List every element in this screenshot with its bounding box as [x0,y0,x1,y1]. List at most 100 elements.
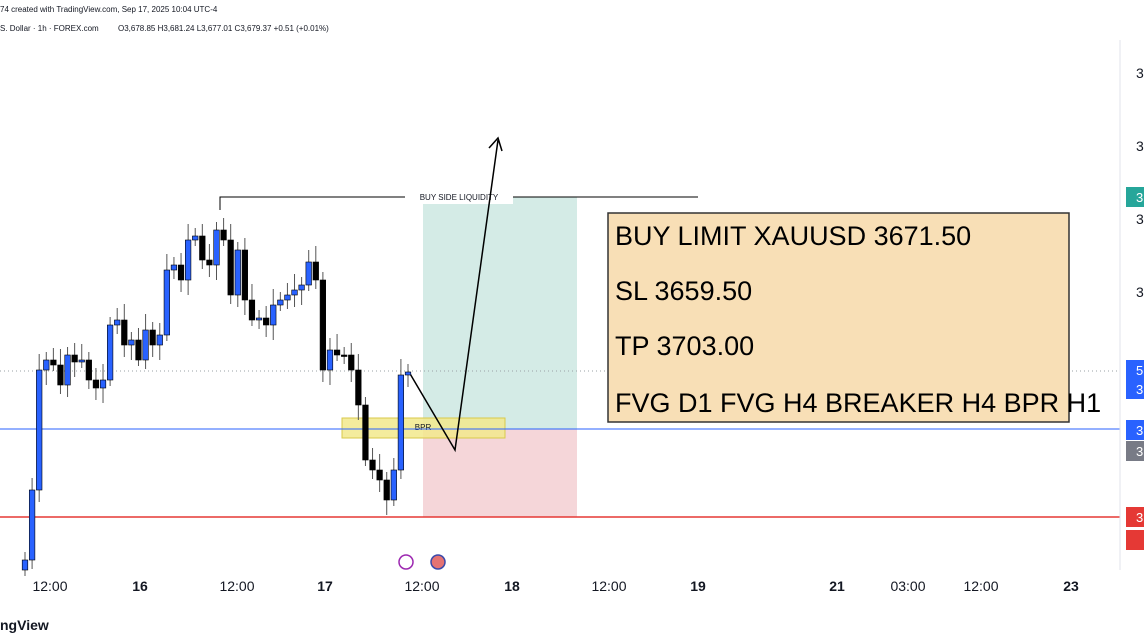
candle-body [142,329,149,361]
projection-arrow [408,139,499,453]
price-label-bg [1126,530,1144,550]
time-label: 21 [829,578,845,594]
trade-line: SL 3659.50 [615,276,752,306]
candle-body [177,264,185,281]
candle-body [319,279,326,371]
price-label-bg [1126,187,1144,207]
candle-body [28,489,36,561]
candle-body [298,284,305,291]
time-label: 12:00 [404,578,439,594]
candle-body [248,299,256,321]
candle-body [284,294,291,301]
time-label: 03:00 [890,578,925,594]
candle-body [383,479,390,501]
candle-body [170,264,178,271]
price-label: 3 [1136,423,1143,438]
candle-body [92,379,100,389]
candle-body [50,359,57,366]
candle-body [270,304,277,326]
time-label: 17 [317,578,333,594]
time-label: 16 [132,578,148,594]
arrow-head [488,136,503,152]
event-icon[interactable] [430,554,446,570]
time-label: 19 [690,578,706,594]
time-label: 23 [1063,578,1079,594]
ohlc: O3,678.85 H3,681.24 L3,677.01 C3,679.37 … [118,24,329,33]
candle-body [355,369,362,406]
candle-body [192,235,199,241]
trade-box [607,212,1070,423]
candle-body [57,364,64,386]
liquidity-line [219,196,698,210]
candle-body [43,359,50,371]
event-icon[interactable] [398,554,414,570]
candle-body [227,239,234,296]
candle-body [163,269,170,336]
candle-body [376,469,383,481]
price-label: 3 [1136,510,1143,525]
price-label: 3 [1136,284,1144,300]
candle-body [312,261,319,281]
candle-body [128,339,135,346]
candle-body [71,354,78,363]
price-label-bg [1126,379,1144,399]
candle-body [404,371,412,376]
price-label-bg [1126,441,1144,461]
price-label-bg [1126,420,1144,440]
credit: 74 created with TradingView.com, Sep 17,… [0,5,218,14]
trade-line: FVG D1 FVG H4 BREAKER H4 BPR H1 [615,388,1101,418]
time-label: 12:00 [32,578,67,594]
footer-logo: ngView [0,617,49,633]
candle-body [291,289,298,296]
candle-body [21,559,29,571]
price-axis: 3 3 3 3 3 5 3 3 3 3 [1126,65,1144,550]
price-label: 3 [1136,65,1144,81]
candle-body [241,249,248,301]
price-label: 5 [1136,363,1143,378]
candle-body [397,374,405,471]
candle-body [135,339,142,361]
bpr-label: BPR [415,423,432,432]
candle-body [277,299,284,306]
time-label: 12:00 [219,578,254,594]
candle-body [390,469,397,501]
candle-body [156,334,163,346]
bpr-zone [341,417,506,439]
candle-body [107,324,114,381]
candle-body [78,359,85,363]
candle-body [185,239,192,281]
candle-body [199,235,206,261]
candle-body [220,229,227,241]
candle-body [326,349,334,371]
candle-body [85,359,92,381]
candle-body [333,349,341,356]
time-label: 18 [504,578,520,594]
price-label-bg [1126,507,1144,527]
price-label: 3 [1136,190,1143,205]
time-label: 12:00 [963,578,998,594]
trade-line: BUY LIMIT XAUUSD 3671.50 [615,221,971,251]
candle-body [263,317,270,326]
liquidity-bg [405,190,513,204]
candle-body [362,404,369,461]
candle-body [114,319,121,326]
price-label: 3 [1136,211,1144,227]
time-label: 12:00 [591,578,626,594]
candle-body [64,354,71,386]
trade-line: TP 3703.00 [615,331,754,361]
candle-body [213,229,220,266]
candle-body [369,459,376,471]
symbol: S. Dollar · 1h · FOREX.com [0,24,99,33]
loss-zone [423,429,577,517]
candle-body [348,354,355,371]
candle-body [234,249,241,296]
candle-body [121,319,128,346]
candle-body [36,369,43,491]
candle-body [341,354,348,357]
price-label: 3 [1136,138,1144,154]
profit-zone [423,197,577,429]
candle-body [206,259,213,266]
candles [21,218,412,576]
price-label: 3 [1136,382,1143,397]
